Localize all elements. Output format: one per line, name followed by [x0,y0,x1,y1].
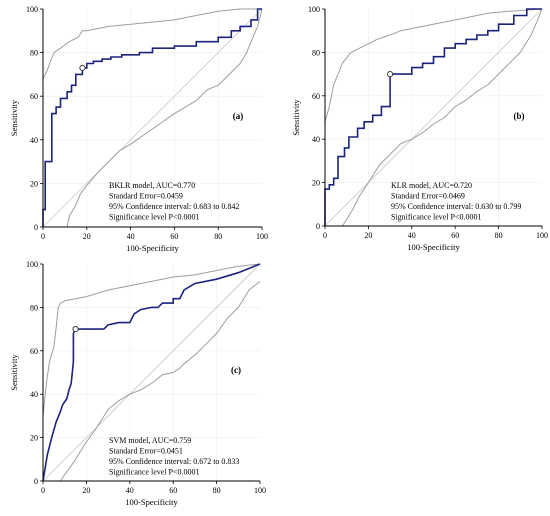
x-tick-label: 0 [41,232,45,241]
reference-diagonal [42,8,263,228]
roc-panel: 0 20 40 60 80 100 0 20 40 60 80 100 100-Specificity S… [9,260,266,507]
x-tick-label: 0 [323,231,327,240]
y-tick-label: 100 [26,260,38,269]
ci-lower-line [341,8,543,227]
cutoff-marker [72,326,79,333]
roc-curve [324,8,542,226]
y-tick-label: 20 [312,179,320,188]
y-tick-label: 60 [30,92,38,101]
stats-annotation: Significance level P<0.0001 [391,213,482,222]
x-tick-label: 100 [536,231,548,240]
x-tick-label: 100 [254,486,266,495]
x-tick-label: 20 [364,231,372,240]
stats-annotation: Standard Error=0.0451 [109,447,183,456]
stats-annotation: SVM model, AUC=0.759 [109,436,191,445]
y-tick-label: 80 [30,49,38,58]
y-tick-label: 40 [30,390,38,399]
ci-lower-line [59,281,261,482]
x-tick-label: 60 [170,232,178,241]
panel-label: (a) [233,111,244,121]
stats-annotation: 95% Confidence interval: 0.683 to 0.842 [109,202,239,211]
y-axis-label: Sensitivity [9,99,19,136]
x-tick-label: 20 [83,232,91,241]
roc-curve [42,8,262,227]
x-tick-label: 40 [408,231,416,240]
cutoff-marker [79,64,86,71]
x-tick-label: 20 [82,486,90,495]
y-tick-label: 0 [34,477,38,486]
ci-upper-line [42,263,261,416]
x-tick-label: 80 [214,232,222,241]
x-tick-label: 80 [495,231,503,240]
panel-label: (c) [231,365,241,375]
ci-lower-line [66,8,263,228]
x-axis-label: 100-Specificity [407,242,460,252]
roc-panel: 0 20 40 60 80 100 0 20 40 60 80 100 100-Specificity S… [9,5,268,253]
panel-label: (b) [514,111,525,121]
roc-curve [42,263,261,482]
ci-upper-line [324,8,543,122]
x-tick-label: 60 [169,486,177,495]
stats-annotation: 95% Confidence interval: 0.672 to 0.833 [109,457,239,466]
reference-diagonal [42,263,261,482]
reference-diagonal [324,8,543,227]
y-tick-label: 100 [26,5,38,14]
stats-annotation: Significance level P<0.0001 [109,213,200,222]
x-tick-label: 40 [126,486,134,495]
y-tick-label: 0 [316,222,320,231]
stats-annotation: KLR model, AUC=0.720 [391,181,472,190]
y-axis-label: Sensitivity [291,99,301,136]
y-tick-label: 20 [30,434,38,443]
y-tick-label: 40 [30,136,38,145]
y-tick-label: 60 [30,347,38,356]
y-tick-label: 20 [30,179,38,188]
x-tick-label: 100 [256,232,268,241]
x-tick-label: 0 [41,486,45,495]
y-tick-label: 0 [34,223,38,232]
y-tick-label: 40 [312,135,320,144]
stats-annotation: 95% Confidence interval: 0.630 to 0.799 [391,202,521,211]
y-tick-label: 100 [308,5,320,14]
stats-annotation: Standard Error=0.0459 [109,192,183,201]
x-tick-label: 60 [451,231,459,240]
stats-annotation: BKLR model, AUC=0.770 [109,181,195,190]
roc-panel: 0 20 40 60 80 100 0 20 40 60 80 100 100-Specificity S… [291,5,548,252]
x-tick-label: 40 [127,232,135,241]
y-axis-label: Sensitivity [9,354,19,391]
stats-annotation: Significance level P<0.0001 [109,468,200,477]
cutoff-marker [387,71,394,78]
y-tick-label: 60 [312,92,320,101]
x-axis-label: 100-Specificity [126,243,179,253]
ci-upper-line [42,8,262,80]
y-tick-label: 80 [30,303,38,312]
stats-annotation: Standard Error=0.0469 [391,192,465,201]
y-tick-label: 80 [312,48,320,57]
x-axis-label: 100-Specificity [125,497,178,507]
x-tick-label: 80 [213,486,221,495]
